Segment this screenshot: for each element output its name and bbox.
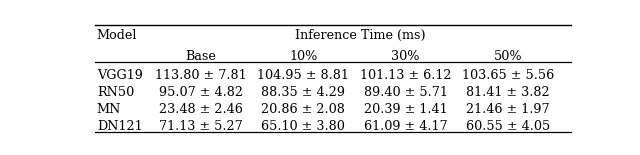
Text: 60.55 ± 4.05: 60.55 ± 4.05 [466, 120, 550, 133]
Text: 50%: 50% [493, 50, 522, 63]
Text: 88.35 ± 4.29: 88.35 ± 4.29 [261, 86, 345, 99]
Text: VGG19: VGG19 [97, 69, 143, 82]
Text: RN50: RN50 [97, 86, 134, 99]
Text: Base: Base [186, 50, 216, 63]
Text: 113.80 ± 7.81: 113.80 ± 7.81 [155, 69, 246, 82]
Text: 101.13 ± 6.12: 101.13 ± 6.12 [360, 69, 451, 82]
Text: 81.41 ± 3.82: 81.41 ± 3.82 [466, 86, 550, 99]
Text: MN: MN [97, 103, 121, 116]
Text: 10%: 10% [289, 50, 317, 63]
Text: 65.10 ± 3.80: 65.10 ± 3.80 [261, 120, 345, 133]
Text: 20.86 ± 2.08: 20.86 ± 2.08 [261, 103, 345, 116]
Text: 21.46 ± 1.97: 21.46 ± 1.97 [466, 103, 550, 116]
Text: Inference Time (ms): Inference Time (ms) [295, 29, 426, 42]
Text: 104.95 ± 8.81: 104.95 ± 8.81 [257, 69, 349, 82]
Text: 23.48 ± 2.46: 23.48 ± 2.46 [159, 103, 243, 116]
Text: DN121: DN121 [97, 120, 143, 133]
Text: 20.39 ± 1.41: 20.39 ± 1.41 [364, 103, 447, 116]
Text: 71.13 ± 5.27: 71.13 ± 5.27 [159, 120, 243, 133]
Text: 95.07 ± 4.82: 95.07 ± 4.82 [159, 86, 243, 99]
Text: 89.40 ± 5.71: 89.40 ± 5.71 [364, 86, 447, 99]
Text: 30%: 30% [391, 50, 420, 63]
Text: 103.65 ± 5.56: 103.65 ± 5.56 [462, 69, 554, 82]
Text: 61.09 ± 4.17: 61.09 ± 4.17 [364, 120, 447, 133]
Text: Model: Model [97, 29, 138, 42]
